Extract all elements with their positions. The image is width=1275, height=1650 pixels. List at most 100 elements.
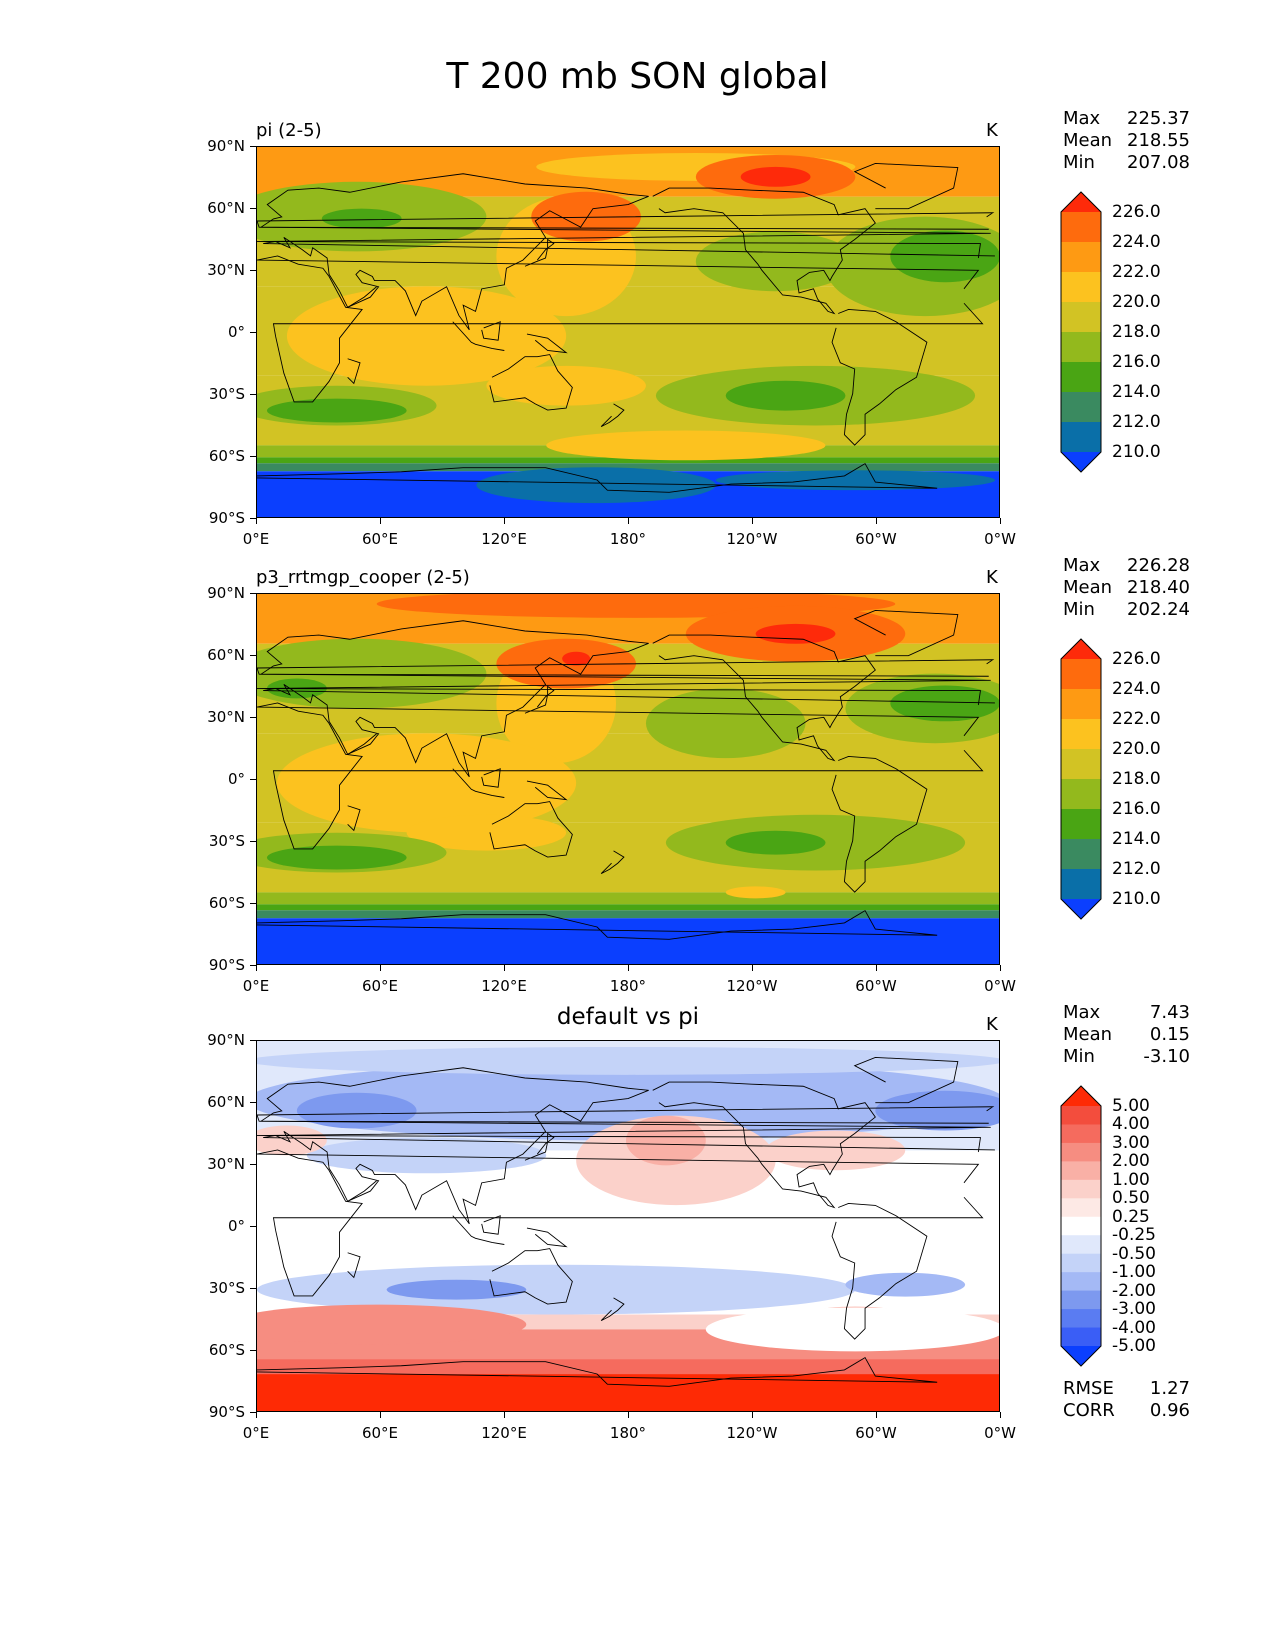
panel-left-title: pi (2-5) — [256, 120, 322, 141]
colorbar-tick-label: 222.0 — [1112, 709, 1161, 729]
stat-label: Min — [1063, 599, 1095, 620]
coastline — [489, 354, 573, 411]
coastline — [347, 358, 361, 385]
colorbar-extend-max — [1061, 1086, 1101, 1106]
lat-tick-label: 0° — [227, 323, 245, 341]
colorbar-tick-label: 1.00 — [1112, 1169, 1150, 1190]
colorbar-tick-label: -3.00 — [1112, 1299, 1156, 1320]
stat-row: Min -3.10 — [1063, 1046, 1190, 1068]
coastline — [452, 1215, 505, 1245]
coastline — [257, 1356, 938, 1387]
map-panel: p3_rrtmgp_cooper (2-5) K 90°N 60°N 30°N 0° 30°… — [0, 555, 1275, 1014]
stats-box: Max 7.43 Mean 0.15 Min -3.10 — [1063, 1002, 1190, 1068]
colorbar-segment — [1061, 1106, 1101, 1125]
lon-tick-mark — [380, 518, 381, 524]
colorbar-tick-label: 5.00 — [1112, 1096, 1150, 1116]
colorbar-segment — [1061, 659, 1101, 690]
colorbar-segment — [1061, 749, 1101, 780]
metric-value: 0.96 — [1149, 1400, 1190, 1421]
coastline — [347, 733, 377, 755]
stat-row: Max 7.43 — [1063, 1002, 1190, 1024]
lon-tick-mark — [504, 965, 505, 971]
coastline — [831, 308, 928, 446]
lon-tick-mark — [256, 1412, 257, 1418]
lon-tick-mark — [628, 518, 629, 524]
colorbar — [1060, 1085, 1102, 1371]
coastline — [257, 1106, 995, 1124]
stat-value: 226.28 — [1127, 555, 1190, 576]
lat-tick-mark — [250, 1350, 256, 1351]
colorbar-tick-label: 224.0 — [1112, 232, 1161, 252]
lon-tick-label: 0°E — [242, 530, 270, 548]
colorbar-extend-min — [1061, 899, 1101, 919]
colorbar-tick-label: -1.00 — [1112, 1262, 1156, 1283]
map-panel: default vs pi K 90°N 60°N 30°N 0° 30°S 60°S 90°S… — [0, 1002, 1275, 1461]
lon-tick-label: 120°W — [726, 977, 778, 995]
colorbar-tick-label: 220.0 — [1112, 739, 1161, 759]
map-area — [256, 593, 1000, 965]
stat-value: 202.24 — [1127, 599, 1190, 620]
stat-label: Min — [1063, 1046, 1095, 1067]
lon-tick-mark — [1000, 965, 1001, 971]
colorbar-tick-label: -0.50 — [1112, 1243, 1156, 1264]
coastline — [524, 238, 555, 267]
lat-tick-label: 90°S — [208, 956, 245, 974]
coastline — [257, 212, 995, 230]
stat-row: Max 226.28 — [1063, 555, 1190, 577]
figure-title: T 200 mb SON global — [446, 56, 829, 97]
map-area — [256, 146, 1000, 518]
lon-tick-label: 60°E — [361, 1424, 399, 1442]
lat-tick-label: 30°N — [207, 708, 245, 726]
lon-tick-mark — [256, 518, 257, 524]
coastline — [489, 801, 573, 858]
colorbar-tick-label: 224.0 — [1112, 679, 1161, 699]
coastline — [831, 755, 928, 893]
stat-value: 218.55 — [1127, 130, 1190, 151]
coastline — [347, 1180, 377, 1202]
lon-tick-mark — [876, 518, 877, 524]
stat-value: 218.40 — [1127, 577, 1190, 598]
lat-tick-mark — [250, 1412, 256, 1413]
lon-tick-mark — [504, 518, 505, 524]
metric-label: RMSE — [1063, 1378, 1114, 1399]
lon-tick-mark — [380, 1412, 381, 1418]
colorbar-tick-label: 226.0 — [1112, 202, 1161, 222]
lon-tick-label: 120°W — [726, 530, 778, 548]
colorbar-tick-label: 220.0 — [1112, 292, 1161, 312]
lat-tick-label: 60°S — [208, 447, 245, 465]
lat-tick-label: 30°S — [208, 832, 245, 850]
lat-tick-mark — [250, 841, 256, 842]
stat-label: Min — [1063, 152, 1095, 173]
colorbar — [1060, 638, 1102, 924]
colorbar-tick-label: -0.25 — [1112, 1225, 1156, 1246]
coastline — [257, 702, 984, 850]
coastline — [600, 1297, 625, 1321]
lat-tick-label: 30°S — [208, 1279, 245, 1297]
coastline — [489, 1248, 573, 1305]
colorbar-tick-label: 216.0 — [1112, 799, 1161, 819]
colorbar-extend-max — [1061, 192, 1101, 212]
stat-label: Max — [1063, 555, 1101, 576]
stat-label: Max — [1063, 108, 1101, 129]
coastline — [831, 1202, 928, 1340]
coastline — [452, 321, 505, 351]
lat-tick-mark — [250, 1226, 256, 1227]
coastline — [257, 1149, 984, 1297]
lat-tick-mark — [250, 717, 256, 718]
coastline — [257, 909, 938, 940]
colorbar-tick-label: 0.50 — [1112, 1188, 1150, 1209]
coastline — [524, 685, 555, 714]
colorbar-segment — [1061, 1290, 1101, 1310]
panel-units: K — [986, 567, 998, 588]
coastline — [524, 1132, 555, 1161]
colorbar-segment — [1061, 302, 1101, 333]
colorbar-segment — [1061, 1124, 1101, 1144]
lat-tick-mark — [250, 965, 256, 966]
lat-tick-label: 60°S — [208, 894, 245, 912]
colorbar-segment — [1061, 362, 1101, 393]
colorbar-segment — [1061, 1309, 1101, 1329]
colorbar-segment — [1061, 272, 1101, 303]
metric-row: RMSE 1.27 — [1063, 1378, 1190, 1400]
colorbar-extend-max — [1061, 639, 1101, 659]
lat-tick-mark — [250, 270, 256, 271]
